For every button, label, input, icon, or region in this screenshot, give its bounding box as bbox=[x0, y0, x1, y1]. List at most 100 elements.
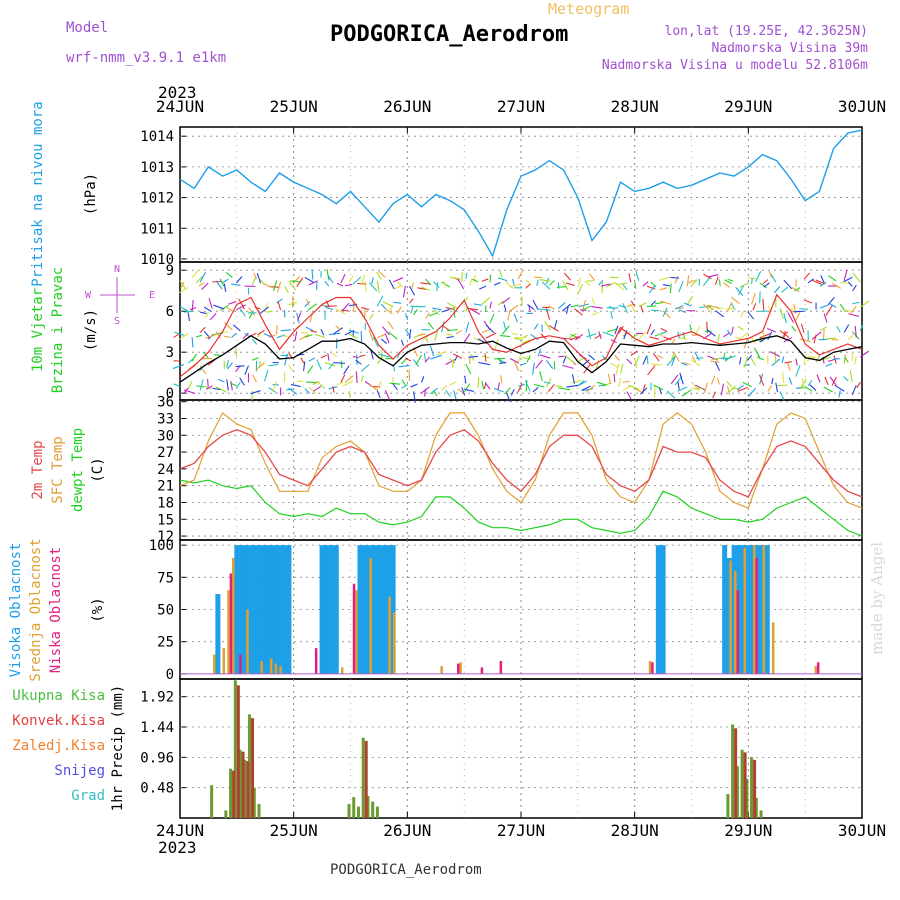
wind-vector bbox=[441, 308, 450, 313]
wind-vector bbox=[304, 276, 315, 284]
wind-vector bbox=[608, 305, 616, 311]
sfc-temp-line bbox=[179, 411, 863, 509]
wind-ylabel: (m/s) bbox=[83, 309, 99, 351]
wind-vector bbox=[706, 329, 716, 337]
wind-vector bbox=[467, 307, 478, 311]
model-label: Model bbox=[66, 20, 109, 36]
wind-vector bbox=[513, 360, 520, 372]
precip-legend-2: Zaledj.Kisa bbox=[12, 738, 105, 754]
wind-vector bbox=[284, 286, 289, 294]
wind-vector bbox=[614, 355, 620, 361]
cloud-bar-1 bbox=[753, 545, 756, 674]
wind-vector bbox=[793, 310, 805, 313]
cloud-bar-1 bbox=[340, 667, 344, 674]
wind-vector bbox=[694, 351, 700, 361]
pressure-line bbox=[179, 129, 863, 258]
wind-vector bbox=[673, 352, 680, 362]
cloud-bar-2 bbox=[499, 660, 503, 674]
y-tick-label-temperature: 21 bbox=[157, 479, 174, 495]
wind-vector bbox=[384, 390, 391, 401]
wind-vector bbox=[461, 387, 466, 396]
wind-vector bbox=[596, 381, 607, 386]
wind-vector bbox=[235, 365, 245, 368]
wind-vector bbox=[465, 322, 470, 333]
wind-vector bbox=[468, 355, 478, 358]
wind-vector bbox=[224, 335, 231, 338]
wind-vector bbox=[630, 350, 638, 356]
wind-vector bbox=[308, 280, 318, 286]
wind-vector bbox=[782, 372, 785, 384]
precip-bar-1 bbox=[232, 770, 236, 818]
wind-vector bbox=[773, 286, 781, 294]
cloud-bar-2 bbox=[736, 590, 739, 674]
wind-vector bbox=[428, 312, 438, 317]
wind-vector bbox=[398, 365, 410, 368]
wind-vector bbox=[804, 385, 813, 392]
wind-vector bbox=[180, 281, 185, 289]
temp-ylabel: (C) bbox=[90, 457, 106, 482]
wind-vector bbox=[819, 281, 827, 287]
wind-vector bbox=[558, 302, 566, 309]
wind-vector bbox=[852, 272, 861, 283]
wind-vector bbox=[327, 353, 330, 361]
wind-vector bbox=[510, 304, 519, 312]
station-title: PODGORICA_Aerodrom bbox=[330, 22, 569, 47]
wind-vector bbox=[558, 355, 565, 358]
wind-vector bbox=[730, 326, 734, 335]
wind-vector bbox=[449, 358, 456, 364]
wind-vector bbox=[433, 281, 440, 289]
wind-vector bbox=[209, 312, 217, 321]
wind-vector bbox=[489, 274, 492, 283]
cloud-bar-1 bbox=[260, 660, 263, 674]
wind-vector bbox=[820, 275, 825, 283]
wind-vector bbox=[539, 279, 551, 282]
y-tick-label-temperature: 12 bbox=[157, 529, 174, 545]
wind-side-label-1: 10m Vjetar bbox=[30, 288, 46, 372]
wind-vector bbox=[630, 300, 636, 307]
wind-vector bbox=[853, 356, 857, 365]
wind-vector bbox=[615, 282, 627, 286]
wind-vector bbox=[514, 337, 523, 341]
wind-vector bbox=[532, 299, 539, 311]
footer-station: PODGORICA_Aerodrom bbox=[330, 862, 482, 878]
wind-vector bbox=[517, 269, 524, 280]
wind-vector bbox=[368, 383, 378, 391]
wind-vector bbox=[635, 270, 640, 281]
wind-vector bbox=[512, 278, 515, 286]
wind-vector bbox=[677, 386, 688, 392]
wind-vector bbox=[355, 371, 358, 383]
wind-vector bbox=[370, 349, 374, 360]
wind-vector bbox=[566, 384, 579, 388]
wind-vector bbox=[371, 277, 374, 284]
wind-vector bbox=[847, 334, 854, 340]
compass-w: W bbox=[85, 290, 92, 301]
cloud-bar-2 bbox=[755, 558, 758, 674]
wind-vector bbox=[801, 378, 805, 390]
wind-vector bbox=[276, 324, 278, 335]
wind-vector bbox=[533, 323, 539, 330]
wind-vector bbox=[179, 286, 189, 294]
wind-vector bbox=[555, 385, 563, 388]
wind-vector bbox=[695, 384, 706, 391]
wind-vector bbox=[352, 276, 362, 285]
wind-vector bbox=[674, 275, 679, 284]
wind-vector bbox=[587, 328, 592, 340]
y-tick-label-pressure: 1010 bbox=[140, 252, 174, 268]
precip-bar-0 bbox=[210, 785, 214, 818]
wind-vector bbox=[501, 297, 510, 304]
wind-vector bbox=[413, 359, 420, 368]
wind-vector bbox=[654, 331, 667, 337]
cloud-ylabel: (%) bbox=[90, 597, 106, 622]
wind-vector bbox=[328, 332, 341, 336]
wind-vector bbox=[173, 383, 181, 387]
precip-bar-0 bbox=[243, 759, 247, 818]
wind-vector bbox=[556, 286, 567, 288]
wind-vector bbox=[172, 364, 185, 370]
y-tick-label-wind: 6 bbox=[166, 304, 174, 320]
cloud-bar-1 bbox=[213, 654, 216, 674]
wind-vector bbox=[410, 383, 418, 388]
wind-vector bbox=[703, 273, 712, 280]
wind-vector bbox=[343, 365, 350, 375]
wind-vector bbox=[756, 356, 764, 361]
wind-vector bbox=[803, 299, 813, 304]
